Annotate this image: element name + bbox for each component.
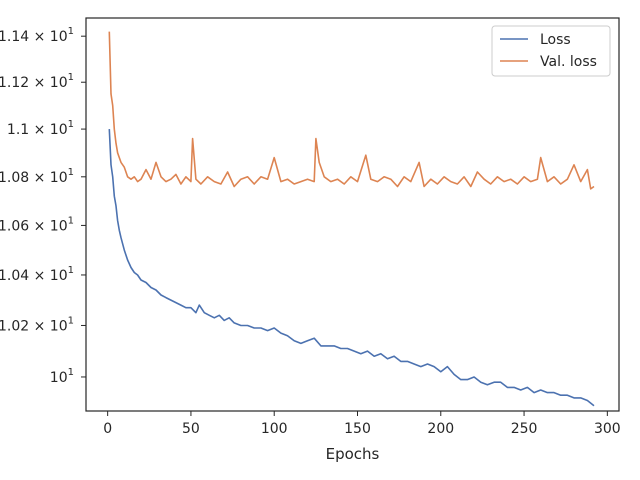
- plot-frame: [85, 17, 620, 412]
- y-tick-label: 1.12 × 101: [0, 72, 74, 91]
- x-tick-label: 300: [594, 421, 621, 437]
- x-tick-label: 200: [427, 421, 454, 437]
- y-tick-label: 1.08 × 101: [0, 167, 74, 186]
- series-line-1: [108, 129, 595, 407]
- y-tick-label: 1.04 × 101: [0, 265, 74, 284]
- y-tick-label: 1.1 × 101: [7, 119, 74, 138]
- axes-layer: 0 50 100 150 200 250 300 101 1.02 × 101 1.04 × 10…: [0, 17, 621, 437]
- y-tick-label: 1.14 × 101: [0, 26, 74, 45]
- x-axis-label: Epochs: [326, 445, 380, 463]
- x-tick-label: 50: [182, 421, 200, 437]
- x-tick-label: 100: [261, 421, 288, 437]
- series-layer: [108, 31, 595, 407]
- y-tick-label: 1.06 × 101: [0, 215, 74, 234]
- x-tick-label: 0: [103, 421, 112, 437]
- legend-label-2: Val. loss: [540, 54, 597, 70]
- y-tick-label: 1.02 × 101: [0, 315, 74, 334]
- legend-label-1: Loss: [540, 32, 571, 48]
- x-tick-label: 250: [511, 421, 538, 437]
- y-tick-label: 101: [50, 367, 74, 386]
- legend: Loss Val. loss: [491, 25, 611, 77]
- x-tick-label: 150: [344, 421, 371, 437]
- series-line-2: [108, 31, 595, 190]
